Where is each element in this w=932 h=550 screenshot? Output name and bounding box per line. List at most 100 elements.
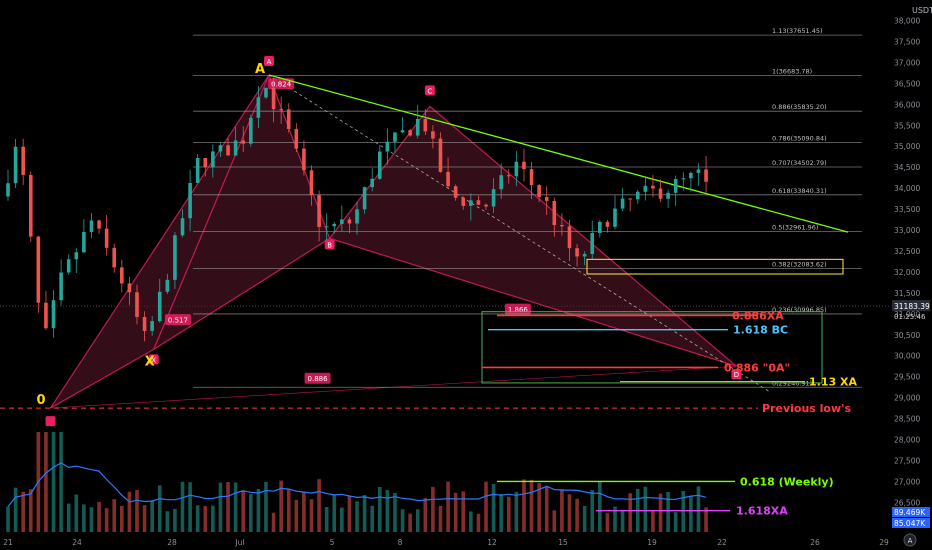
- candle-body: [514, 161, 519, 177]
- volume-bar: [66, 503, 71, 532]
- volume-bar: [377, 486, 382, 532]
- volume-bar: [82, 504, 86, 532]
- candle-body: [157, 291, 162, 322]
- y-tick-label: 32,000: [894, 268, 920, 277]
- volume-bar: [453, 492, 458, 532]
- origin-box: [45, 416, 56, 427]
- candle-body: [673, 179, 678, 193]
- point-box: [424, 85, 435, 96]
- volume-bar: [44, 432, 48, 532]
- volume-bar: [537, 483, 541, 532]
- candle-body: [279, 109, 283, 111]
- candle-body: [332, 223, 337, 227]
- candle-body: [377, 151, 382, 179]
- volume-bar: [484, 481, 488, 532]
- volume-bar: [620, 509, 625, 532]
- point-letter: A: [255, 62, 265, 77]
- fib-label: 0.236(30996.85): [772, 306, 827, 314]
- candle-body: [598, 221, 602, 233]
- point-box-label: D: [734, 371, 739, 379]
- candle-body: [127, 283, 132, 293]
- x-axis: 21 24 28 Jul 5 8 12 15 19 22 26 29: [3, 538, 889, 547]
- y-tick-label: 37,000: [894, 58, 920, 67]
- pattern-line: [329, 237, 737, 367]
- volume-bar: [340, 507, 344, 532]
- volume-bar: [696, 486, 701, 532]
- y-tick-label: 36,000: [894, 100, 920, 109]
- candle-body: [476, 200, 481, 205]
- volume-bar: [431, 486, 435, 532]
- ratio-label-box: [164, 314, 191, 326]
- volume-bar: [188, 482, 192, 532]
- volume-bar: [104, 508, 109, 532]
- candle-body: [506, 175, 511, 177]
- volume-bar: [567, 494, 572, 532]
- volume-bar: [651, 510, 655, 532]
- candle-body: [613, 208, 617, 227]
- candle-body: [446, 171, 450, 187]
- x-tick-label: 26: [810, 538, 820, 547]
- dashed-ad-line: [268, 74, 771, 393]
- x-tick-label: 12: [487, 538, 497, 547]
- candle-body: [264, 87, 268, 98]
- candle-body: [438, 138, 443, 172]
- volume-bar: [74, 494, 79, 532]
- candle-body: [28, 174, 33, 237]
- y-tick-label: 33,500: [894, 205, 920, 214]
- candle-body: [347, 219, 352, 224]
- annotation-label: 0.618 (Weekly): [740, 475, 834, 488]
- volume-bar: [355, 501, 359, 532]
- yellow-zone: [586, 258, 844, 275]
- point-box-label: X: [151, 356, 156, 364]
- candle-body: [491, 189, 496, 207]
- current-price-label: 31183.39: [894, 302, 930, 311]
- fib-label: 0.707(34502.79): [772, 159, 827, 167]
- volume-tag-2: [892, 518, 930, 528]
- candle-body: [324, 226, 329, 228]
- candle-body: [704, 169, 708, 182]
- volume-bar: [180, 481, 185, 532]
- volume-bar: [249, 494, 253, 532]
- volume-bar: [317, 479, 321, 532]
- volume-bar: [112, 499, 117, 532]
- volume-bar: [21, 491, 25, 532]
- green-zone: [481, 311, 823, 384]
- ratio-label: 0.517: [168, 317, 188, 325]
- volume-bar: [598, 481, 602, 532]
- candle-body: [582, 253, 587, 257]
- volume-ma-line: [7, 462, 707, 507]
- candle-body: [82, 231, 86, 253]
- volume-bar: [673, 512, 678, 532]
- candle-body: [423, 118, 428, 132]
- y-tick-label: 27,500: [894, 456, 920, 465]
- candle-body: [13, 146, 18, 184]
- auto-scale-button[interactable]: A: [903, 533, 917, 547]
- candle-body: [21, 146, 25, 175]
- volume-bar: [51, 432, 56, 532]
- candle-body: [173, 235, 177, 280]
- volume-bar: [666, 491, 670, 532]
- volume-bar: [704, 507, 708, 532]
- y-tick-label: 37,500: [894, 37, 920, 46]
- candle-body: [188, 182, 192, 219]
- volume-bar: [400, 509, 405, 532]
- pattern-fill: [329, 106, 737, 367]
- candle-body: [340, 219, 344, 224]
- candle-body: [203, 158, 208, 168]
- volume-bar: [173, 508, 177, 532]
- candle-body: [218, 145, 223, 152]
- volume-bar: [165, 511, 170, 532]
- volume-bar: [294, 499, 299, 532]
- candle-body: [575, 248, 579, 257]
- candle-body: [226, 145, 230, 156]
- candle-body: [211, 151, 215, 168]
- candle-body: [484, 204, 488, 207]
- ratio-label: 0.886: [308, 375, 329, 383]
- candle-body: [74, 252, 79, 260]
- volume-bar: [689, 496, 693, 532]
- volume-bar: [157, 485, 162, 532]
- trendline: [268, 74, 849, 233]
- volume-bar: [681, 490, 686, 532]
- volume-bar: [461, 491, 466, 532]
